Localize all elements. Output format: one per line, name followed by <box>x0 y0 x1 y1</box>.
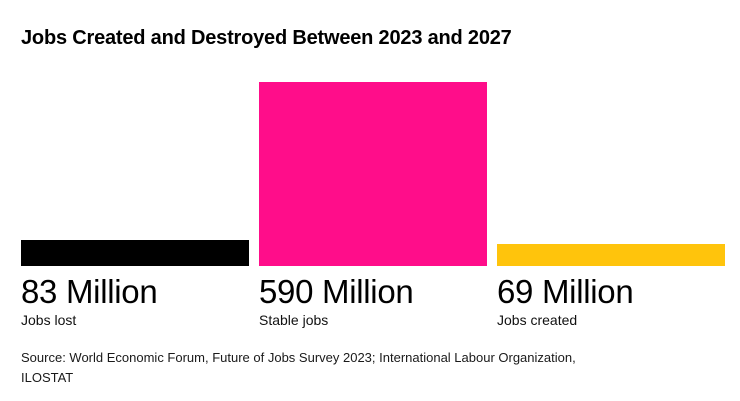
bar-value-label: 69 Million <box>497 273 634 310</box>
source-line-1: Source: World Economic Forum, Future of … <box>21 350 576 365</box>
bar-category-label: Jobs created <box>497 312 578 328</box>
source-note: Source: World Economic Forum, Future of … <box>21 348 725 388</box>
bar-column-jobs-lost: 83 Million Jobs lost <box>21 82 249 329</box>
bar-value-label: 83 Million <box>21 273 158 310</box>
bar-area <box>497 82 725 266</box>
bar-column-stable-jobs: 590 Million Stable jobs <box>259 82 487 329</box>
bar-jobs-lost <box>21 240 249 266</box>
bar-column-jobs-created: 69 Million Jobs created <box>497 82 725 329</box>
bar-chart: 83 Million Jobs lost 590 Million Stable … <box>21 82 725 329</box>
bar-jobs-created <box>497 244 725 266</box>
chart-title: Jobs Created and Destroyed Between 2023 … <box>21 27 512 49</box>
bar-stable-jobs <box>259 82 487 266</box>
bar-area <box>259 82 487 266</box>
source-line-2: ILOSTAT <box>21 370 74 385</box>
bar-category-label: Jobs lost <box>21 312 77 328</box>
bar-value-label: 590 Million <box>259 273 414 310</box>
bar-area <box>21 82 249 266</box>
bar-category-label: Stable jobs <box>259 312 329 328</box>
